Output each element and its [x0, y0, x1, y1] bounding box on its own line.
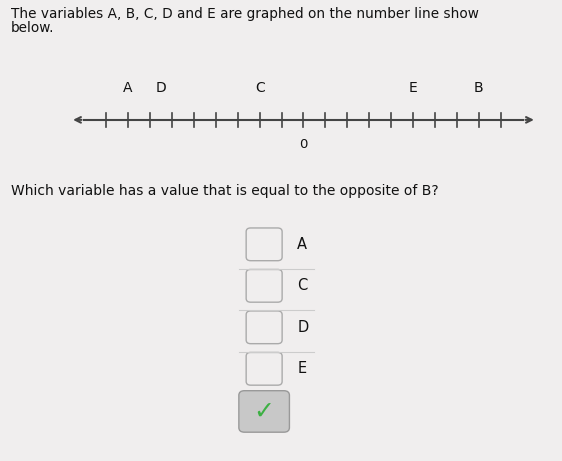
- Text: A: A: [297, 237, 307, 252]
- Text: E: E: [297, 361, 306, 376]
- Text: C: C: [255, 81, 265, 95]
- Text: The variables A, B, C, D and E are graphed on the number line show: The variables A, B, C, D and E are graph…: [11, 7, 479, 21]
- Text: D: D: [297, 320, 309, 335]
- FancyBboxPatch shape: [239, 390, 289, 432]
- FancyBboxPatch shape: [246, 228, 282, 261]
- Text: below.: below.: [11, 21, 55, 35]
- FancyBboxPatch shape: [246, 269, 282, 302]
- Text: E: E: [409, 81, 418, 95]
- Text: Which variable has a value that is equal to the opposite of B?: Which variable has a value that is equal…: [11, 184, 439, 198]
- Text: ✓: ✓: [253, 399, 275, 424]
- Text: 0: 0: [300, 138, 307, 151]
- FancyBboxPatch shape: [246, 352, 282, 385]
- FancyBboxPatch shape: [246, 311, 282, 344]
- Text: B: B: [474, 81, 484, 95]
- Text: C: C: [297, 278, 307, 293]
- Text: A: A: [124, 81, 133, 95]
- Text: D: D: [156, 81, 166, 95]
